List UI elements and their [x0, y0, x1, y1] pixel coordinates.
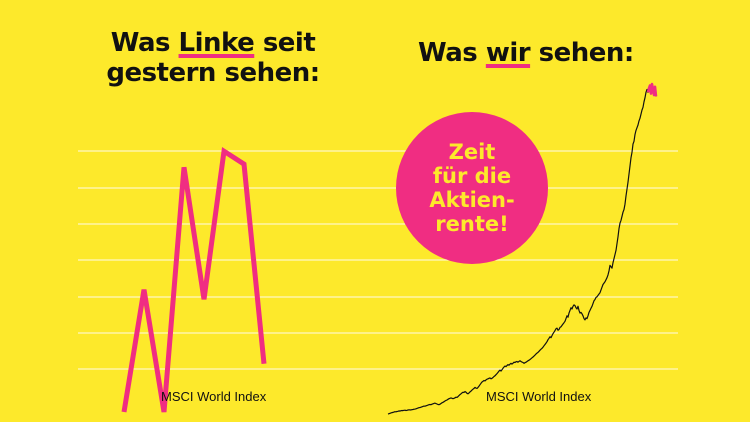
- badge-line-2: für die: [432, 164, 512, 188]
- right-headline: Was wir sehen:: [418, 38, 634, 68]
- left-headline-line2: gestern sehen:: [106, 58, 320, 88]
- left-headline-suffix: seit: [254, 28, 316, 58]
- left-chart-series-line: [121, 146, 267, 413]
- left-headline-highlight: Linke: [178, 28, 255, 58]
- right-chart-series-line: [387, 83, 657, 415]
- aktienrente-badge: Zeit für die Aktien- rente!: [396, 112, 548, 264]
- badge-line-4: rente!: [435, 212, 509, 236]
- right-headline-suffix: sehen:: [530, 38, 635, 68]
- right-headline-highlight: wir: [485, 38, 531, 68]
- right-chart-index-label: MSCI World Index: [486, 389, 592, 404]
- right-headline-prefix: Was: [418, 38, 486, 68]
- badge-line-1: Zeit: [448, 140, 496, 164]
- left-headline-prefix: Was: [110, 28, 179, 58]
- right-chart-recent-highlight: [646, 82, 658, 97]
- left-chart-index-label: MSCI World Index: [161, 389, 267, 404]
- left-headline: Was Linke seit gestern sehen:: [96, 28, 330, 88]
- badge-line-3: Aktien-: [429, 188, 515, 212]
